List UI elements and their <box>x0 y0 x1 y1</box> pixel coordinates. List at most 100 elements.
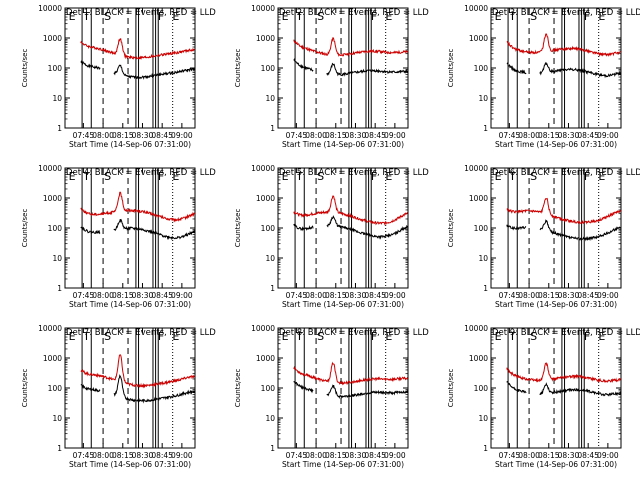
series-lld-line <box>80 38 195 61</box>
x-tick-label: 08:00 <box>518 451 540 460</box>
y-tick-label: 1000 <box>256 34 275 43</box>
y-tick-label: 1000 <box>469 34 488 43</box>
x-tick-label: 08:30 <box>132 131 154 140</box>
series-events-line <box>539 219 622 242</box>
y-tick-label: 100 <box>261 64 276 73</box>
flag-label-f: F <box>158 10 164 23</box>
series-events-line <box>326 62 409 77</box>
x-tick-label: 07:45 <box>499 451 521 460</box>
x-tick-label: 07:45 <box>73 291 95 300</box>
series-events-line <box>113 64 195 80</box>
flag-label-e: E <box>598 10 605 23</box>
series-events-line <box>539 61 621 79</box>
y-tick-label: 1 <box>483 444 488 453</box>
y-tick-label: 10000 <box>464 324 488 333</box>
y-tick-label: 100 <box>48 384 63 393</box>
series-events-line <box>506 223 527 231</box>
x-tick-label: 08:15 <box>538 451 560 460</box>
series-events-line <box>506 380 527 394</box>
flag-label-f: F <box>584 10 590 23</box>
flag-label-e: E <box>385 10 392 23</box>
y-tick-label: 1 <box>483 284 488 293</box>
x-tick-label: 08:30 <box>345 451 367 460</box>
x-tick-label: 08:45 <box>577 451 599 460</box>
flag-label-e: E <box>495 330 502 343</box>
series-lld-line <box>293 361 409 386</box>
y-axis-label: Counts/sec <box>21 49 29 88</box>
x-tick-label: 09:00 <box>171 131 193 140</box>
y-tick-label: 10 <box>265 414 275 423</box>
x-axis-label: Start Time (14-Sep-06 07:31:00) <box>282 460 404 469</box>
x-tick-label: 07:45 <box>499 131 521 140</box>
y-axis-label: Counts/sec <box>234 369 242 408</box>
y-axis-label: Counts/sec <box>234 209 242 248</box>
plot-frame <box>277 327 409 449</box>
x-axis-label: Start Time (14-Sep-06 07:31:00) <box>69 300 191 309</box>
y-tick-label: 10000 <box>251 4 275 13</box>
panel-det-8: Det 8: BLACK = Events, RED = LLD 1 10 100 10… <box>234 324 429 469</box>
y-tick-label: 1 <box>270 124 275 133</box>
x-tick-label: 08:30 <box>132 291 154 300</box>
flag-label-f: F <box>158 170 164 183</box>
x-tick-label: 08:30 <box>345 131 367 140</box>
flag-label-t: T <box>82 330 90 343</box>
flag-label-e: E <box>385 330 392 343</box>
x-axis-label: Start Time (14-Sep-06 07:31:00) <box>69 140 191 149</box>
flag-label-e: E <box>282 170 289 183</box>
x-tick-label: 09:00 <box>597 451 619 460</box>
plot-frame <box>490 7 622 129</box>
x-tick-label: 08:45 <box>364 131 386 140</box>
flag-label-e: E <box>282 10 289 23</box>
y-tick-label: 1000 <box>43 194 62 203</box>
flag-label-f: F <box>371 330 377 343</box>
flag-label-t: T <box>508 10 516 23</box>
y-tick-label: 10000 <box>38 4 62 13</box>
y-tick-label: 100 <box>48 224 63 233</box>
y-tick-label: 10 <box>478 254 488 263</box>
y-tick-label: 1000 <box>43 354 62 363</box>
flag-label-e: E <box>69 170 76 183</box>
y-tick-label: 100 <box>474 224 489 233</box>
x-axis-label: Start Time (14-Sep-06 07:31:00) <box>282 300 404 309</box>
x-tick-label: 08:45 <box>364 451 386 460</box>
x-tick-label: 08:00 <box>518 131 540 140</box>
x-tick-label: 08:00 <box>305 451 327 460</box>
y-axis-label: Counts/sec <box>21 209 29 248</box>
panel-title: Det 6: BLACK = Events, RED = LLD <box>492 168 640 178</box>
flag-label-e: E <box>282 330 289 343</box>
panel-det-2: Det 2: BLACK = Events, RED = LLD 1 10 100 10… <box>234 4 429 149</box>
y-tick-label: 1 <box>483 124 488 133</box>
y-tick-label: 1 <box>57 444 62 453</box>
y-tick-label: 1000 <box>43 34 62 43</box>
panel-det-1: Det 1: BLACK = Events, RED = LLD 1 10 100 10… <box>21 4 216 149</box>
y-tick-label: 10 <box>478 414 488 423</box>
series-events-line <box>113 374 196 404</box>
y-tick-label: 10 <box>478 94 488 103</box>
panel-det-9: Det 9: BLACK = Events, RED = LLD 1 10 100 10… <box>447 324 640 469</box>
y-tick-label: 10 <box>52 254 62 263</box>
series-lld-line <box>506 197 622 225</box>
y-tick-label: 1 <box>270 444 275 453</box>
flag-label-e: E <box>385 170 392 183</box>
x-tick-label: 08:15 <box>325 131 347 140</box>
x-axis-label: Start Time (14-Sep-06 07:31:00) <box>495 460 617 469</box>
y-axis-label: Counts/sec <box>447 369 455 408</box>
x-axis-label: Start Time (14-Sep-06 07:31:00) <box>69 460 191 469</box>
y-axis-label: Counts/sec <box>447 209 455 248</box>
x-tick-label: 09:00 <box>171 451 193 460</box>
x-tick-label: 08:30 <box>558 291 580 300</box>
flag-label-t: T <box>508 330 516 343</box>
flag-label-t: T <box>295 330 303 343</box>
flag-label-e: E <box>495 10 502 23</box>
x-tick-label: 08:00 <box>92 291 114 300</box>
y-tick-label: 100 <box>474 64 489 73</box>
flag-label-t: T <box>82 170 90 183</box>
series-events-line <box>80 59 101 70</box>
series-events-line <box>326 215 408 240</box>
flag-label-f: F <box>371 170 377 183</box>
x-tick-label: 08:15 <box>325 291 347 300</box>
y-tick-label: 10 <box>52 94 62 103</box>
flag-label-e: E <box>598 330 605 343</box>
plot-frame <box>490 327 622 449</box>
